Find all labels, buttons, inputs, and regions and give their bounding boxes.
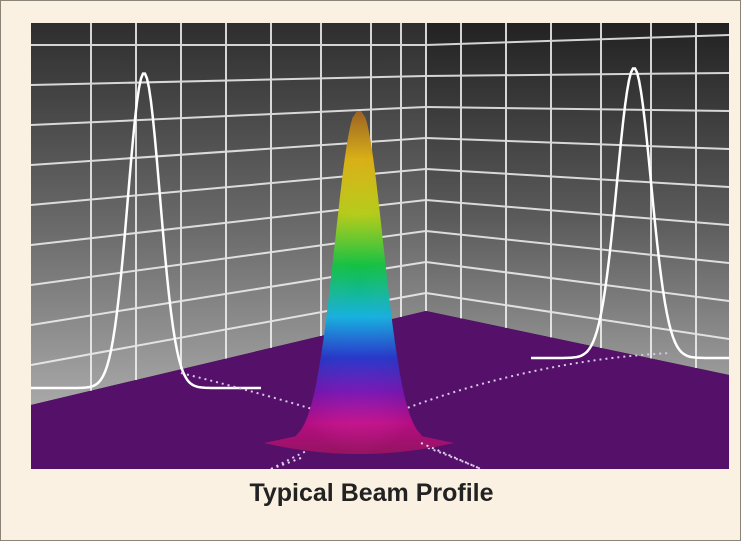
right-wall-profile-curve <box>531 67 729 360</box>
grid-line <box>31 75 427 86</box>
grid-line <box>31 106 427 126</box>
grid-line <box>425 72 729 77</box>
beam-profile-3d-plot <box>31 23 729 469</box>
grid-line <box>425 137 729 150</box>
grid-line <box>425 292 729 340</box>
beam-peak <box>264 111 454 454</box>
figure-caption: Typical Beam Profile <box>249 479 494 507</box>
left-wall-profile-curve <box>31 72 261 390</box>
grid-line <box>425 230 729 264</box>
grid-line <box>425 106 729 112</box>
grid-line <box>425 34 729 46</box>
grid-line <box>425 199 729 226</box>
grid-line <box>425 261 729 302</box>
beam-profile-render <box>31 23 729 469</box>
grid-line <box>425 168 729 188</box>
